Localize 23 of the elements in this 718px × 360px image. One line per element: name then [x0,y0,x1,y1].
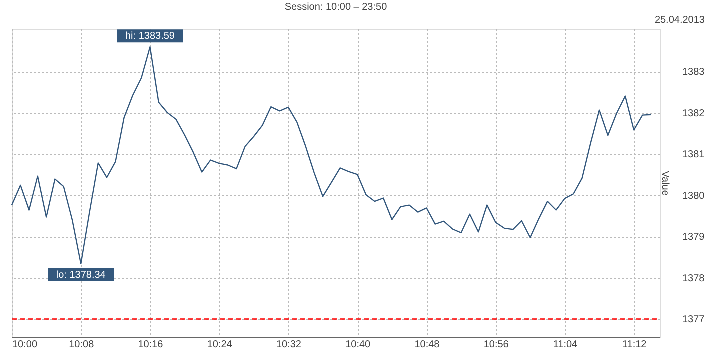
line-series [11,46,652,265]
y-tick-label: 1377 [682,314,706,326]
x-tick-label: 10:32 [276,340,302,350]
annotation: hi: 1383.59 [125,31,176,42]
x-tick-label: 10:08 [69,340,95,350]
y-tick-label: 1378 [682,273,706,284]
x-tick-label: 10:16 [138,340,164,350]
x-tick-label: 11:12 [622,340,648,350]
y-tick-label: 1383 [682,67,706,78]
x-tick-label: 10:24 [207,340,233,350]
y-axis-title: Value [660,171,670,196]
y-tick-label: 1382 [682,108,706,120]
y-tick-label: 1379 [682,232,706,244]
y-tick-label: 1380 [682,190,706,202]
x-tick-label: 10:00 [12,340,38,350]
x-tick-label: 10:48 [414,340,440,350]
y-tick-label: 1381 [682,150,706,161]
x-tick-label: 10:40 [346,340,372,350]
x-tick-label: 10:56 [484,340,510,350]
chart-title: Session: 10:00 – 23:50 [284,2,388,13]
x-tick-label: 11:04 [553,340,578,350]
annotation: lo: 1378.34 [56,270,106,281]
text: 25.04.2013 [654,15,706,26]
